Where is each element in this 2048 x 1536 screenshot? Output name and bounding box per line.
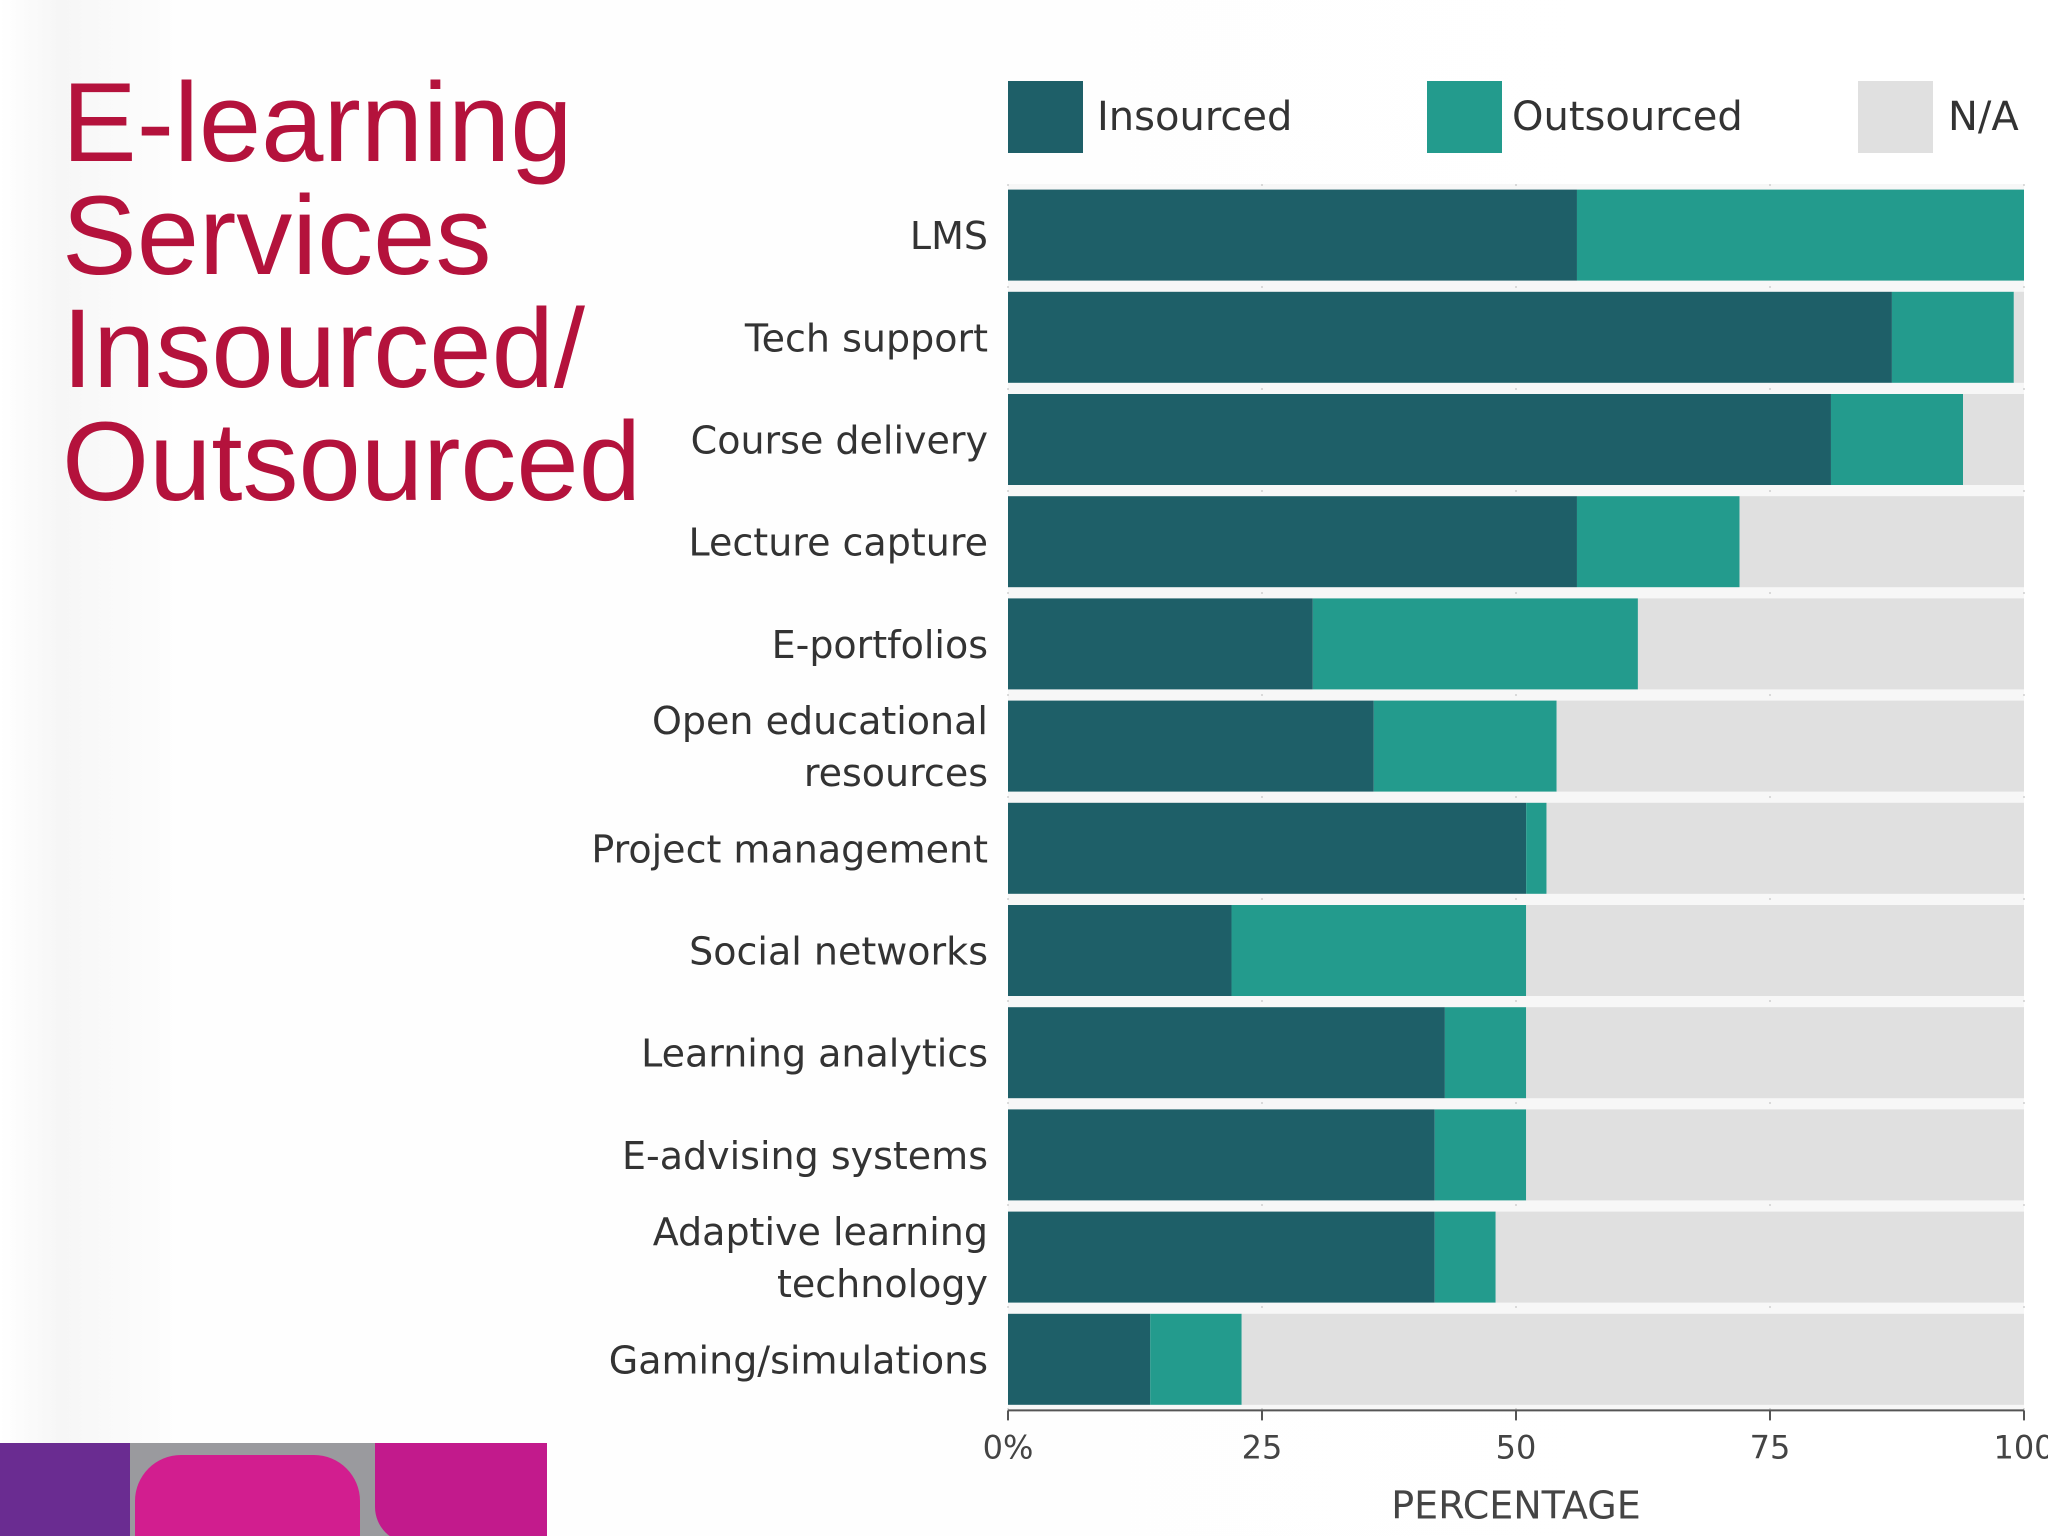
legend-swatch-outsourced	[1427, 81, 1502, 153]
category-label: LMS	[910, 214, 988, 258]
bar-na	[1963, 394, 2024, 485]
bar-outsourced	[1231, 905, 1527, 996]
bar-outsourced	[1891, 291, 2014, 383]
category-label: Lecture capture	[689, 521, 988, 565]
legend-label-na: N/A	[1948, 94, 2019, 140]
category-label: Open educational	[652, 699, 988, 743]
bar-insourced	[1008, 189, 1577, 281]
decorative-graphic	[0, 1443, 547, 1536]
category-label: E-advising systems	[622, 1134, 988, 1178]
decorative-shape	[375, 1443, 547, 1536]
bar-insourced	[1008, 905, 1232, 996]
legend-label-outsourced: Outsourced	[1512, 94, 1743, 140]
slide-title: E-learning Services Insourced/ Outsource…	[62, 66, 641, 518]
category-label: Gaming/simulations	[609, 1338, 988, 1382]
slide-title-line: Outsourced	[62, 399, 641, 524]
x-tick-label: 50	[1496, 1428, 1537, 1466]
x-tick-label: 100	[1993, 1428, 2048, 1466]
bar-na	[1495, 1211, 2024, 1303]
legend-swatch-insourced	[1008, 81, 1083, 153]
category-label: Social networks	[689, 930, 988, 974]
bar-na	[1556, 700, 2024, 792]
slide-title-line: E-learning	[62, 60, 573, 185]
bar-outsourced	[1576, 189, 2024, 281]
x-tick-label: 0%	[983, 1428, 1034, 1466]
bar-insourced	[1008, 394, 1831, 485]
bar-outsourced	[1312, 598, 1638, 690]
bar-insourced	[1008, 1211, 1435, 1303]
category-label: technology	[777, 1262, 988, 1306]
bar-insourced	[1008, 496, 1577, 588]
category-label: Adaptive learning	[653, 1210, 988, 1254]
bar-insourced	[1008, 802, 1527, 894]
bar-outsourced	[1526, 802, 1547, 894]
bar-outsourced	[1150, 1313, 1242, 1405]
category-label: resources	[804, 751, 988, 795]
bar-outsourced	[1444, 1007, 1527, 1099]
bar-insourced	[1008, 1007, 1445, 1099]
bar-insourced	[1008, 700, 1374, 792]
bar-outsourced	[1434, 1211, 1496, 1303]
x-axis-title: PERCENTAGE	[1391, 1483, 1640, 1527]
bar-insourced	[1008, 1313, 1151, 1405]
bar-na	[1526, 1109, 2024, 1201]
bar-outsourced	[1830, 394, 1964, 485]
category-label: Tech support	[744, 316, 988, 360]
bar-na	[1526, 1007, 2024, 1099]
legend-swatch-na	[1858, 81, 1933, 153]
x-tick-label: 75	[1750, 1428, 1791, 1466]
slide-title-line: Insourced/	[62, 286, 585, 411]
bar-insourced	[1008, 291, 1892, 383]
slide-title-line: Services	[62, 173, 492, 298]
category-label: Learning analytics	[641, 1032, 988, 1076]
x-tick-label: 25	[1242, 1428, 1283, 1466]
bar-na	[1526, 905, 2024, 996]
bar-na	[1739, 496, 2024, 588]
decorative-shape	[135, 1455, 360, 1536]
bar-outsourced	[1576, 496, 1740, 588]
category-label: E-portfolios	[772, 623, 988, 667]
bar-insourced	[1008, 1109, 1435, 1201]
bar-outsourced	[1373, 700, 1557, 792]
bar-insourced	[1008, 598, 1313, 690]
bar-na	[1546, 802, 2024, 894]
bar-na	[2013, 291, 2024, 383]
legend-label-insourced: Insourced	[1097, 94, 1293, 140]
bar-na	[1637, 598, 2024, 690]
decorative-shape	[0, 1443, 130, 1536]
category-label: Course delivery	[691, 419, 988, 463]
bar-na	[1241, 1313, 2024, 1405]
category-label: Project management	[591, 827, 988, 871]
bar-outsourced	[1434, 1109, 1527, 1201]
